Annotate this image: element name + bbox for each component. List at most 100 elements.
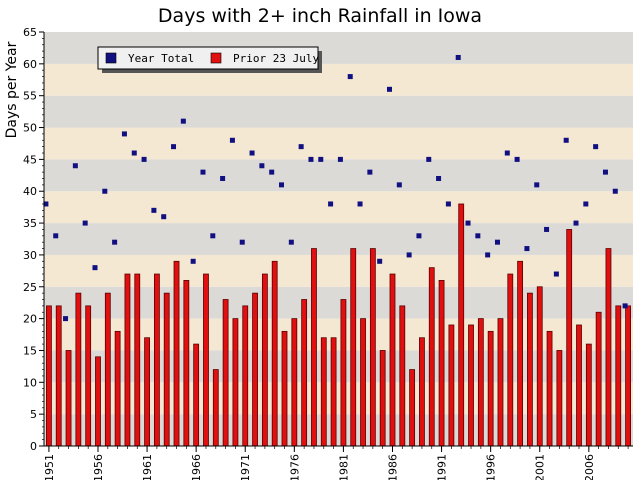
bar-prior-23-july [261, 273, 268, 447]
x-tick-label: 1961 [141, 454, 154, 480]
y-tick-label: 0 [30, 440, 37, 453]
bar-prior-23-july [320, 337, 327, 447]
x-tick-label: 2001 [534, 454, 547, 480]
y-tick-label: 40 [23, 185, 37, 198]
point-year-total [318, 156, 324, 162]
point-year-total [63, 316, 69, 322]
point-year-total [220, 175, 226, 181]
x-tick-label: 1951 [43, 454, 56, 480]
bar-prior-23-july [85, 305, 92, 447]
point-year-total [534, 182, 540, 188]
bar-prior-23-july [399, 305, 406, 447]
bar-prior-23-july [65, 350, 72, 447]
bar-prior-23-july [281, 330, 288, 447]
point-year-total [514, 156, 520, 162]
point-year-total [102, 188, 108, 194]
y-tick-label: 55 [23, 90, 37, 103]
bar-prior-23-july [203, 273, 209, 447]
point-year-total [298, 144, 304, 150]
point-year-total [112, 239, 118, 245]
bar-prior-23-july [379, 350, 386, 447]
legend-marker-prior-23-july [210, 52, 222, 64]
point-year-total [347, 74, 353, 80]
point-year-total [288, 239, 294, 245]
bar-prior-23-july [183, 279, 190, 447]
point-year-total [583, 201, 589, 207]
plot-background [44, 32, 633, 446]
bar-prior-23-july [536, 286, 543, 447]
y-tick-label: 60 [23, 58, 37, 71]
point-year-total [249, 150, 255, 156]
point-year-total [141, 156, 147, 162]
y-tick-label: 30 [23, 249, 37, 262]
bar-series [46, 203, 631, 447]
point-year-total [308, 156, 314, 162]
y-tick-label: 20 [23, 313, 37, 326]
point-year-total [269, 169, 275, 175]
bar-prior-23-july [153, 273, 160, 447]
point-year-total [190, 258, 196, 264]
bar-prior-23-july [448, 324, 455, 447]
x-tick-label: 2006 [583, 454, 596, 480]
bar-prior-23-july [271, 260, 278, 447]
axis-lines [43, 32, 633, 447]
bar-prior-23-july [556, 350, 563, 447]
bar-prior-23-july [595, 311, 602, 447]
y-tick-label: 25 [23, 281, 37, 294]
y-tick-label: 5 [30, 408, 37, 421]
bar-prior-23-july [389, 273, 396, 447]
point-year-total [612, 188, 618, 194]
point-year-total [622, 303, 628, 309]
bar-prior-23-july [477, 318, 484, 447]
bar-prior-23-july [527, 292, 533, 447]
point-year-total [367, 169, 373, 175]
x-tick-label: 1981 [337, 454, 350, 480]
y-tick-label: 45 [23, 153, 37, 166]
bar-prior-23-july [212, 369, 219, 447]
y-tick-label: 10 [23, 376, 37, 389]
point-year-total [210, 233, 216, 239]
bar-prior-23-july [222, 299, 229, 447]
point-year-total [200, 169, 206, 175]
bar-prior-23-july [134, 273, 141, 447]
point-year-total [92, 265, 98, 271]
point-year-total [259, 163, 265, 169]
grid-band [44, 191, 633, 224]
point-year-total [524, 246, 530, 252]
point-year-total [161, 214, 167, 220]
grid-band [44, 318, 633, 351]
bar-prior-23-july [163, 292, 170, 447]
point-year-total [53, 233, 59, 239]
point-year-total [377, 258, 383, 264]
bar-prior-23-july [114, 330, 121, 447]
point-year-total [406, 252, 412, 258]
bar-prior-23-july [173, 260, 180, 447]
point-year-total [328, 201, 334, 207]
point-year-total [131, 150, 137, 156]
point-year-total [563, 137, 569, 143]
legend: Year Total Prior 23 July [97, 46, 322, 73]
bar-prior-23-july [576, 324, 582, 447]
grid-band [44, 95, 633, 128]
bar-prior-23-july [369, 248, 376, 447]
bar-prior-23-july [193, 343, 200, 447]
point-year-total [396, 182, 402, 188]
grid-band [44, 159, 633, 192]
bar-prior-23-july [566, 229, 573, 447]
point-year-total [386, 86, 392, 92]
point-year-total [593, 144, 599, 150]
point-year-total [171, 144, 177, 150]
grid-band [44, 223, 633, 255]
bar-prior-23-july [507, 273, 514, 447]
x-tick-label: 1996 [485, 454, 498, 480]
bar-prior-23-july [55, 305, 62, 447]
bar-prior-23-july [605, 248, 612, 447]
point-year-total [504, 150, 510, 156]
bar-prior-23-july [46, 305, 52, 447]
bar-prior-23-july [487, 330, 494, 447]
bar-prior-23-july [232, 318, 239, 447]
bar-prior-23-july [517, 260, 524, 447]
bar-prior-23-july [104, 292, 111, 447]
x-tick-label: 1971 [239, 454, 252, 480]
bar-prior-23-july [242, 305, 249, 447]
